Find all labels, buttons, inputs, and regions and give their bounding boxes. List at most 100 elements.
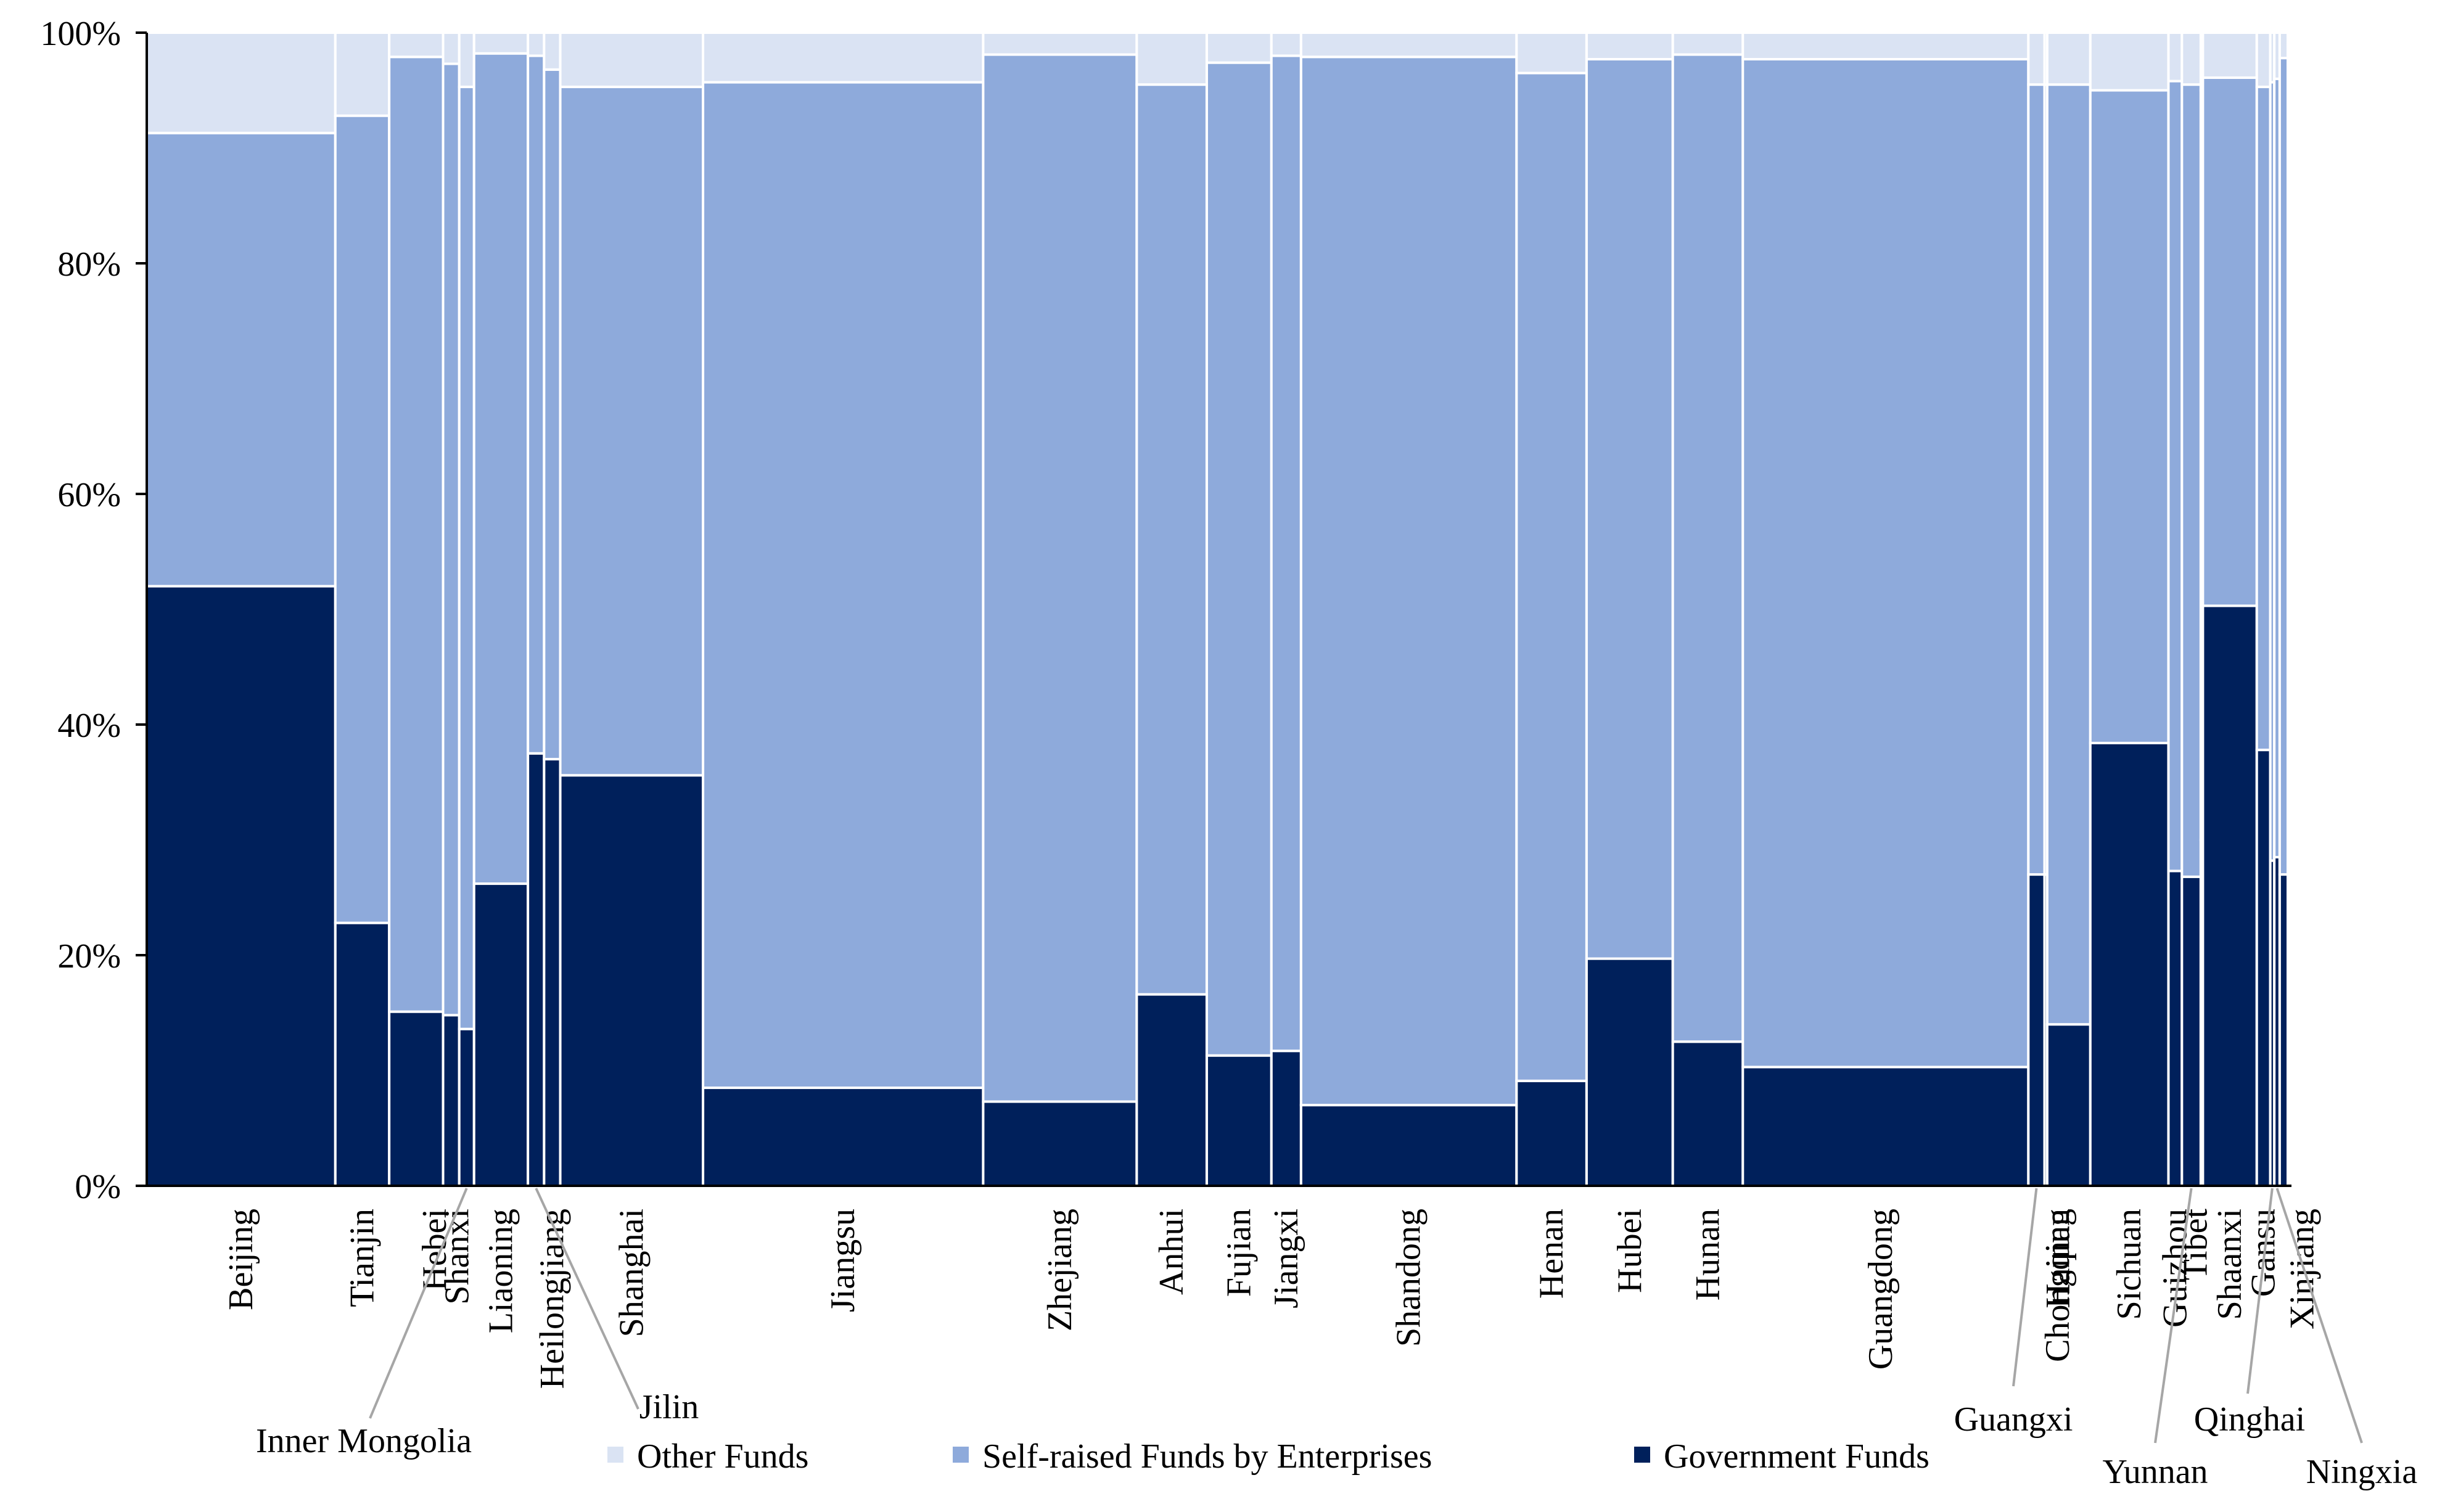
- bar-liaoning-other: [472, 31, 530, 55]
- bar-guangdong-other: [1741, 31, 2030, 61]
- bar-fujian-government: [1205, 1054, 1273, 1187]
- legend-label-other: Other Funds: [637, 1437, 808, 1476]
- bar-beijing-government: [146, 585, 337, 1187]
- leader-line-ningxia: [2275, 1188, 2363, 1444]
- x-label-qinghai: Qinghai: [2194, 1400, 2305, 1439]
- bar-xinjiang-other: [2278, 31, 2289, 60]
- x-label-fujian: Fujian: [1220, 1209, 1258, 1297]
- legend-label-self-raised: Self-raised Funds by Enterprises: [982, 1437, 1432, 1476]
- bar-gansu-other: [2255, 31, 2272, 88]
- bar-guangdong-self-raised: [1741, 58, 2030, 1069]
- x-label-hunan: Hunan: [1688, 1209, 1727, 1300]
- bar-zhejiang-self-raised: [982, 53, 1138, 1103]
- x-label-yunnan: Yunnan: [2102, 1453, 2208, 1491]
- x-label-heilongjiang: Heilongjiang: [533, 1209, 571, 1389]
- bar-sichuan-other: [2089, 31, 2170, 92]
- bar-chongqing-government: [2045, 1023, 2092, 1187]
- bar-henan-other: [1515, 31, 1588, 75]
- bar-heilongjiang-government: [543, 758, 562, 1187]
- x-label-henan: Henan: [1532, 1209, 1571, 1299]
- bar-liaoning-self-raised: [472, 52, 530, 885]
- y-tick-label: 60%: [57, 476, 121, 514]
- bar-henan-self-raised: [1515, 72, 1588, 1082]
- axes: [136, 31, 2291, 1187]
- x-label-guangxi: Guangxi: [1954, 1400, 2073, 1439]
- bar-guizhou-government: [2167, 869, 2184, 1187]
- bar-guangxi-self-raised: [2027, 83, 2046, 876]
- x-label-ningxia: Ningxia: [2306, 1453, 2418, 1491]
- bar-zhejiang-government: [982, 1100, 1138, 1187]
- bar-jiangxi-self-raised: [1270, 54, 1302, 1053]
- x-label-jilin: Jilin: [639, 1388, 699, 1426]
- bar-shanghai-self-raised: [559, 85, 705, 777]
- y-tick-label: 20%: [57, 937, 121, 976]
- bar-hubei-other: [1585, 31, 1674, 61]
- bar-guizhou-self-raised: [2167, 80, 2184, 873]
- bar-hubei-government: [1585, 957, 1674, 1187]
- bar-liaoning-government: [472, 882, 530, 1188]
- bar-shaanxi-self-raised: [2201, 76, 2258, 607]
- bar-xinjiang-government: [2278, 873, 2289, 1187]
- x-label-shanxi: Shanxi: [438, 1209, 477, 1305]
- bar-anhui-self-raised: [1135, 83, 1208, 996]
- bar-guangxi-other: [2027, 31, 2046, 86]
- bar-henan-government: [1515, 1079, 1588, 1187]
- leader-lines: [369, 1188, 2363, 1444]
- x-label-shandong: Shandong: [1390, 1209, 1428, 1347]
- leader-line-yunnan: [2154, 1188, 2193, 1444]
- bar-guangdong-government: [1741, 1066, 2030, 1188]
- bar-shandong-other: [1299, 31, 1518, 59]
- bar-shanghai-other: [559, 31, 705, 88]
- x-label-zhejiang: Zhejiang: [1041, 1209, 1079, 1331]
- legend-swatch-self-raised: [953, 1447, 969, 1463]
- bar-segments: [146, 31, 2289, 1188]
- bar-shaanxi-government: [2201, 604, 2258, 1187]
- bar-shanxi-government: [442, 1014, 461, 1187]
- bar-jiangxi-government: [1270, 1050, 1302, 1187]
- bar-jiangxi-other: [1270, 31, 1302, 57]
- bar-hebei-other: [388, 31, 445, 59]
- bar-chongqing-self-raised: [2045, 83, 2092, 1026]
- bar-yunnan-other: [2180, 31, 2202, 86]
- bar-inner-mongolia-other: [458, 31, 475, 88]
- legend: Other Funds Self-raised Funds by Enterpri…: [607, 1437, 1929, 1476]
- bar-fujian-self-raised: [1205, 61, 1273, 1057]
- y-tick-label: 100%: [40, 15, 121, 53]
- bar-inner-mongolia-government: [458, 1027, 475, 1188]
- bar-chongqing-other: [2045, 31, 2092, 86]
- bar-tianjin-self-raised: [334, 114, 391, 924]
- leader-line-guangxi: [2012, 1188, 2038, 1387]
- bar-shandong-self-raised: [1299, 55, 1518, 1107]
- bar-hubei-self-raised: [1585, 58, 1674, 960]
- bar-shandong-government: [1299, 1104, 1518, 1187]
- bar-hunan-self-raised: [1671, 53, 1745, 1043]
- x-label-shanghai: Shanghai: [612, 1209, 651, 1337]
- x-label-tianjin: Tianjin: [343, 1209, 381, 1307]
- bar-jiangsu-other: [702, 31, 985, 84]
- bar-yunnan-government: [2180, 875, 2202, 1187]
- bar-anhui-government: [1135, 993, 1208, 1187]
- bar-fujian-other: [1205, 31, 1273, 64]
- bar-tianjin-other: [334, 31, 391, 117]
- bar-zhejiang-other: [982, 31, 1138, 56]
- x-label-shaanxi: Shaanxi: [2211, 1209, 2249, 1320]
- bar-tianjin-government: [334, 921, 391, 1187]
- bar-jiangsu-self-raised: [702, 81, 985, 1090]
- y-axis-tick-labels: 0% 20% 40% 60% 80% 100%: [40, 15, 121, 1206]
- x-label-inner-mongolia: Inner Mongolia: [256, 1422, 472, 1460]
- bar-gansu-self-raised: [2255, 85, 2272, 752]
- bar-heilongjiang-self-raised: [543, 68, 562, 761]
- y-tick-label: 80%: [57, 245, 121, 284]
- bar-beijing-self-raised: [146, 131, 337, 588]
- bar-jiangsu-government: [702, 1087, 985, 1188]
- bar-inner-mongolia-self-raised: [458, 85, 475, 1030]
- legend-label-government: Government Funds: [1664, 1437, 1929, 1476]
- bar-jilin-other: [527, 31, 546, 57]
- bar-shanghai-government: [559, 774, 705, 1187]
- bar-shaanxi-other: [2201, 31, 2258, 79]
- bar-jilin-government: [527, 752, 546, 1187]
- bar-heilongjiang-other: [543, 31, 562, 71]
- bar-hebei-government: [388, 1010, 445, 1187]
